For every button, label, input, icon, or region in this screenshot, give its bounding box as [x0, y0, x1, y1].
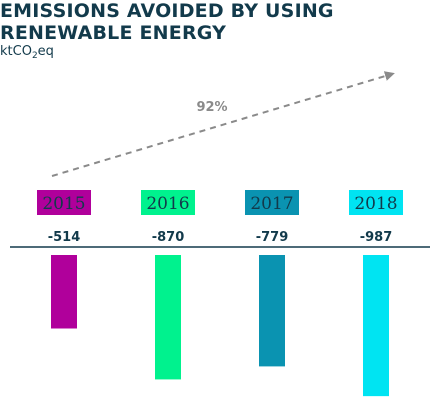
data-label-2016: -870 — [152, 230, 185, 245]
unit-label: ktCO2eq — [0, 44, 54, 61]
category-tag-2018 — [349, 190, 403, 215]
bar-2017 — [259, 255, 285, 367]
data-label-2017: -779 — [256, 230, 289, 245]
data-label-2015: -514 — [48, 230, 81, 245]
bar-2018 — [363, 255, 389, 397]
bar-2016 — [155, 255, 181, 380]
category-label-2017: 2017 — [250, 194, 293, 214]
category-label-2018: 2018 — [354, 194, 397, 214]
category-tag-2017 — [245, 190, 299, 215]
category-label-2016: 2016 — [146, 194, 189, 214]
trend-arrow — [51, 71, 395, 177]
category-tag-2016 — [141, 190, 195, 215]
chart-title: EMISSIONS AVOIDED BY USING RENEWABLE ENE… — [0, 0, 334, 44]
data-label-2018: -987 — [360, 230, 393, 245]
category-tag-2015 — [37, 190, 91, 215]
category-label-2015: 2015 — [42, 194, 85, 214]
bar-2015 — [51, 255, 77, 329]
trend-label: 92% — [196, 100, 227, 115]
